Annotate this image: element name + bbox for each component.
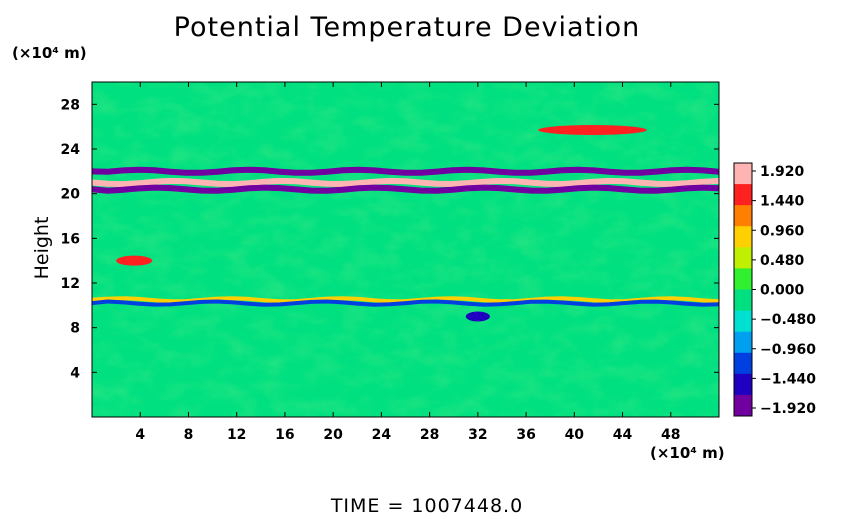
x-tick-label-3: 16	[275, 427, 294, 443]
x-axis-unit-label: (×10⁴ m)	[650, 444, 725, 462]
x-tick-label-7: 32	[468, 427, 487, 443]
field-blob-5	[538, 125, 647, 136]
y-tick-label-4: 20	[61, 187, 81, 203]
y-tick-label-0: 4	[70, 365, 80, 381]
plot-frame	[91, 81, 720, 418]
time-label: TIME = 1007448.0	[330, 495, 524, 517]
x-tick-label-5: 24	[372, 427, 392, 443]
colorbar-swatch-3	[734, 226, 752, 248]
colorbar-swatch-5	[734, 268, 752, 290]
colorbar-swatch-10	[734, 373, 752, 396]
colorbar-label-6: −0.960	[760, 342, 816, 358]
y-axis-unit-label: (×10⁴ m)	[12, 44, 87, 62]
colorbar-swatch-11	[734, 394, 752, 417]
y-tick-label-1: 8	[70, 321, 80, 337]
y-tick-label-3: 16	[61, 231, 80, 247]
colorbar-label-1: 1.440	[760, 194, 805, 210]
y-tick-label-6: 28	[61, 97, 80, 113]
x-tick-label-4: 20	[323, 427, 343, 443]
colorbar-swatch-6	[734, 289, 752, 312]
colorbar-swatch-8	[734, 331, 752, 354]
colorbar-swatch-9	[734, 352, 752, 375]
x-tick-label-11: 48	[661, 427, 680, 443]
colorbar-swatch-4	[734, 247, 752, 269]
x-tick-label-9: 40	[565, 427, 585, 443]
colorbar-label-2: 0.960	[760, 223, 805, 239]
field-band-0	[92, 177, 719, 188]
colorbar-swatch-0	[734, 163, 752, 185]
field-blob-7	[465, 311, 490, 322]
colorbar-label-3: 0.480	[760, 253, 805, 269]
colorbar-swatch-7	[734, 310, 752, 333]
x-tick-label-2: 12	[227, 427, 246, 443]
colorbar-swatch-2	[734, 205, 752, 227]
x-tick-label-6: 28	[420, 427, 439, 443]
colorbar-label-5: −0.480	[760, 312, 816, 328]
colorbar-swatch-1	[734, 184, 752, 206]
colorbar-label-8: −1.920	[760, 401, 816, 417]
colorbar-label-0: 1.920	[760, 164, 805, 180]
x-tick-label-1: 8	[184, 427, 194, 443]
chart-title: Potential Temperature Deviation	[173, 12, 641, 43]
x-tick-label-8: 36	[516, 427, 535, 443]
colorbar-label-4: 0.000	[760, 283, 805, 299]
x-tick-label-10: 44	[613, 427, 633, 443]
field-blob-6	[116, 255, 153, 266]
x-tick-label-0: 4	[135, 427, 145, 443]
y-tick-label-5: 24	[61, 142, 81, 158]
field-band-4	[92, 299, 719, 307]
field-band-1	[92, 184, 719, 194]
y-tick-label-2: 12	[61, 276, 80, 292]
field-texture	[92, 82, 719, 417]
colorbar-label-7: −1.440	[760, 371, 816, 387]
field-band-2	[92, 166, 719, 176]
